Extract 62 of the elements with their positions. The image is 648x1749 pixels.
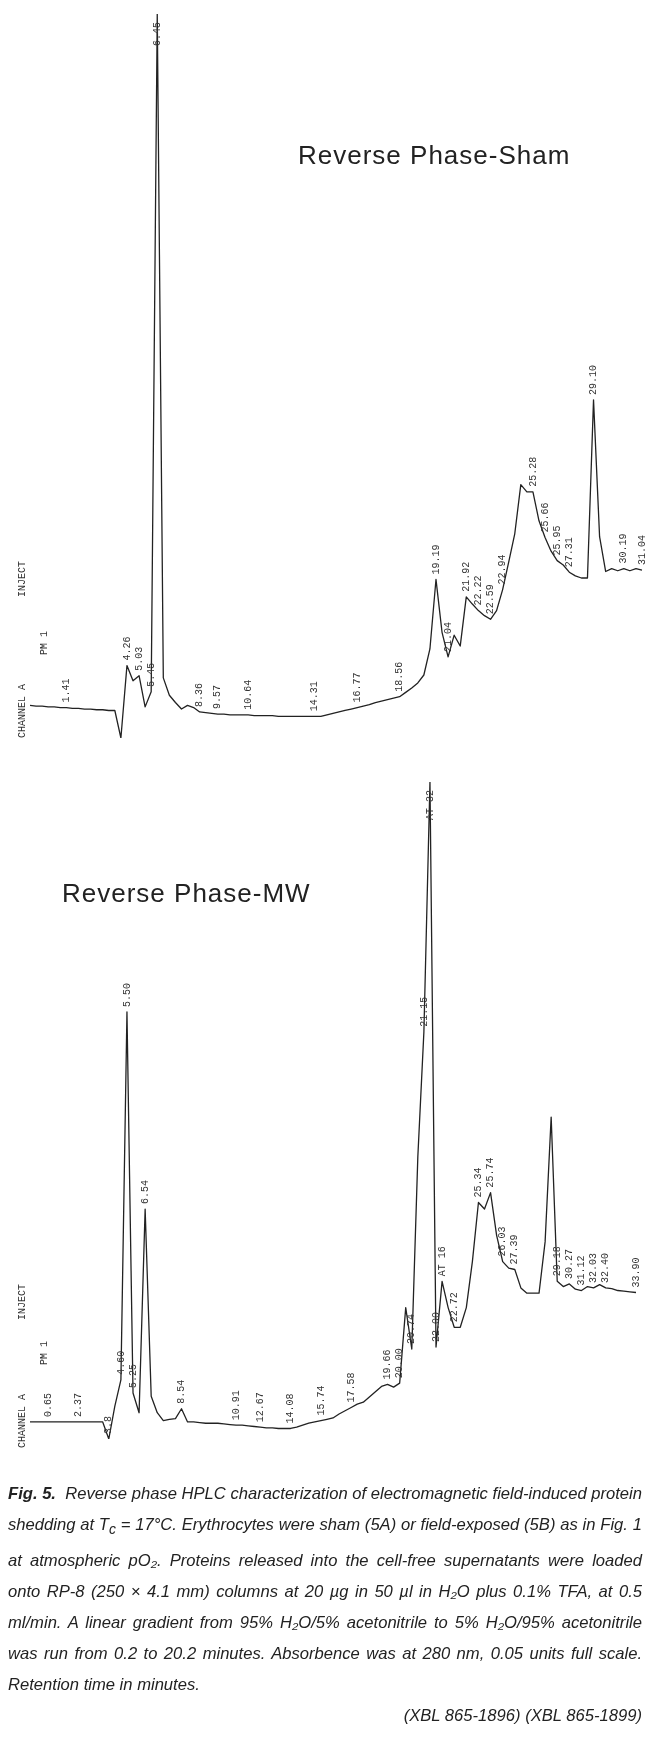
annotation: INJECT [16, 1283, 28, 1320]
text: (XBL 865-1896) (XBL 865-1899) [402, 1705, 642, 1728]
x-tick-label: 27.31 [563, 537, 575, 568]
x-tick-label: 19.19 [430, 544, 442, 575]
x-tick-label: 14.08 [285, 1393, 297, 1424]
x-tick-label: 20.00 [394, 1348, 406, 1379]
x-tick-label: 26.03 [497, 1226, 509, 1257]
x-tick-label: 32.40 [600, 1252, 612, 1283]
x-tick-label: 21.92 [460, 561, 472, 592]
x-tick-label: 31.12 [576, 1255, 588, 1286]
x-tick-label: 22.72 [448, 1292, 460, 1323]
x-tick-label: 16.77 [351, 672, 363, 703]
x-tick-label: 21.15 [418, 996, 430, 1027]
text: Fig. 5. [8, 1484, 56, 1503]
x-tick-label: 30.27 [563, 1248, 575, 1279]
x-tick-label: 18.56 [394, 661, 406, 692]
annotation: PM 1 [38, 630, 50, 655]
x-tick-label: 30.19 [618, 533, 630, 564]
x-tick-label: 10.64 [242, 679, 254, 710]
x-tick-label: AT 16 [436, 1246, 448, 1277]
x-tick-label: 4.26 [121, 636, 133, 661]
x-tick-label: 4.60 [115, 1350, 127, 1375]
x-tick-label: 15.74 [315, 1385, 327, 1416]
x-tick-label: 9.57 [212, 685, 224, 710]
text: Reverse Phase-MW [62, 878, 311, 909]
x-tick-label: 25.95 [551, 525, 563, 556]
x-tick-label: 1.41 [61, 678, 72, 703]
x-tick-label: 10.91 [230, 1390, 242, 1421]
x-tick-label: 33.90 [630, 1257, 642, 1288]
x-tick-label: 17.58 [345, 1372, 357, 1403]
x-tick-label: 25.34 [473, 1167, 485, 1198]
x-tick-label: 22.94 [497, 554, 509, 585]
annotation: PM 1 [38, 1340, 50, 1365]
x-tick-label: 2.37 [73, 1392, 85, 1417]
annotation: INJECT [16, 560, 28, 597]
x-tick-label: 3.8 [103, 1415, 115, 1434]
annotation: CHANNEL A [16, 1393, 28, 1448]
x-tick-label: 25.74 [485, 1157, 497, 1188]
x-tick-label: 12.67 [254, 1392, 266, 1423]
x-tick-label: 29.18 [551, 1246, 563, 1277]
text: Reverse Phase-Sham [298, 140, 571, 171]
x-tick-label: 32.03 [588, 1252, 600, 1283]
x-tick-label: 19.66 [382, 1349, 394, 1380]
x-tick-label: 29.10 [588, 364, 600, 395]
x-tick-label: 5.03 [133, 646, 145, 671]
x-tick-label: 6.54 [139, 1180, 151, 1205]
x-tick-label: 31.04 [636, 535, 648, 566]
x-tick-label: 5.50 [121, 982, 133, 1007]
annotation: CHANNEL A [16, 683, 28, 738]
x-tick-label: 5.45 [145, 662, 157, 687]
x-tick-label: 22.59 [485, 584, 497, 615]
x-tick-label: 25.28 [527, 456, 539, 487]
x-tick-label: 6.45 [151, 21, 163, 46]
x-tick-label: 5.25 [127, 1363, 139, 1389]
x-tick-label: 0.65 [42, 1392, 54, 1417]
x-tick-label: 14.31 [309, 681, 321, 712]
x-tick-label: 27.39 [509, 1234, 521, 1265]
x-tick-label: 25.66 [539, 502, 551, 533]
x-tick-label: 8.54 [176, 1379, 188, 1404]
x-tick-label: 21.04 [442, 621, 454, 652]
x-tick-label: 22.22 [473, 575, 485, 606]
x-tick-label: 8.36 [194, 682, 206, 707]
